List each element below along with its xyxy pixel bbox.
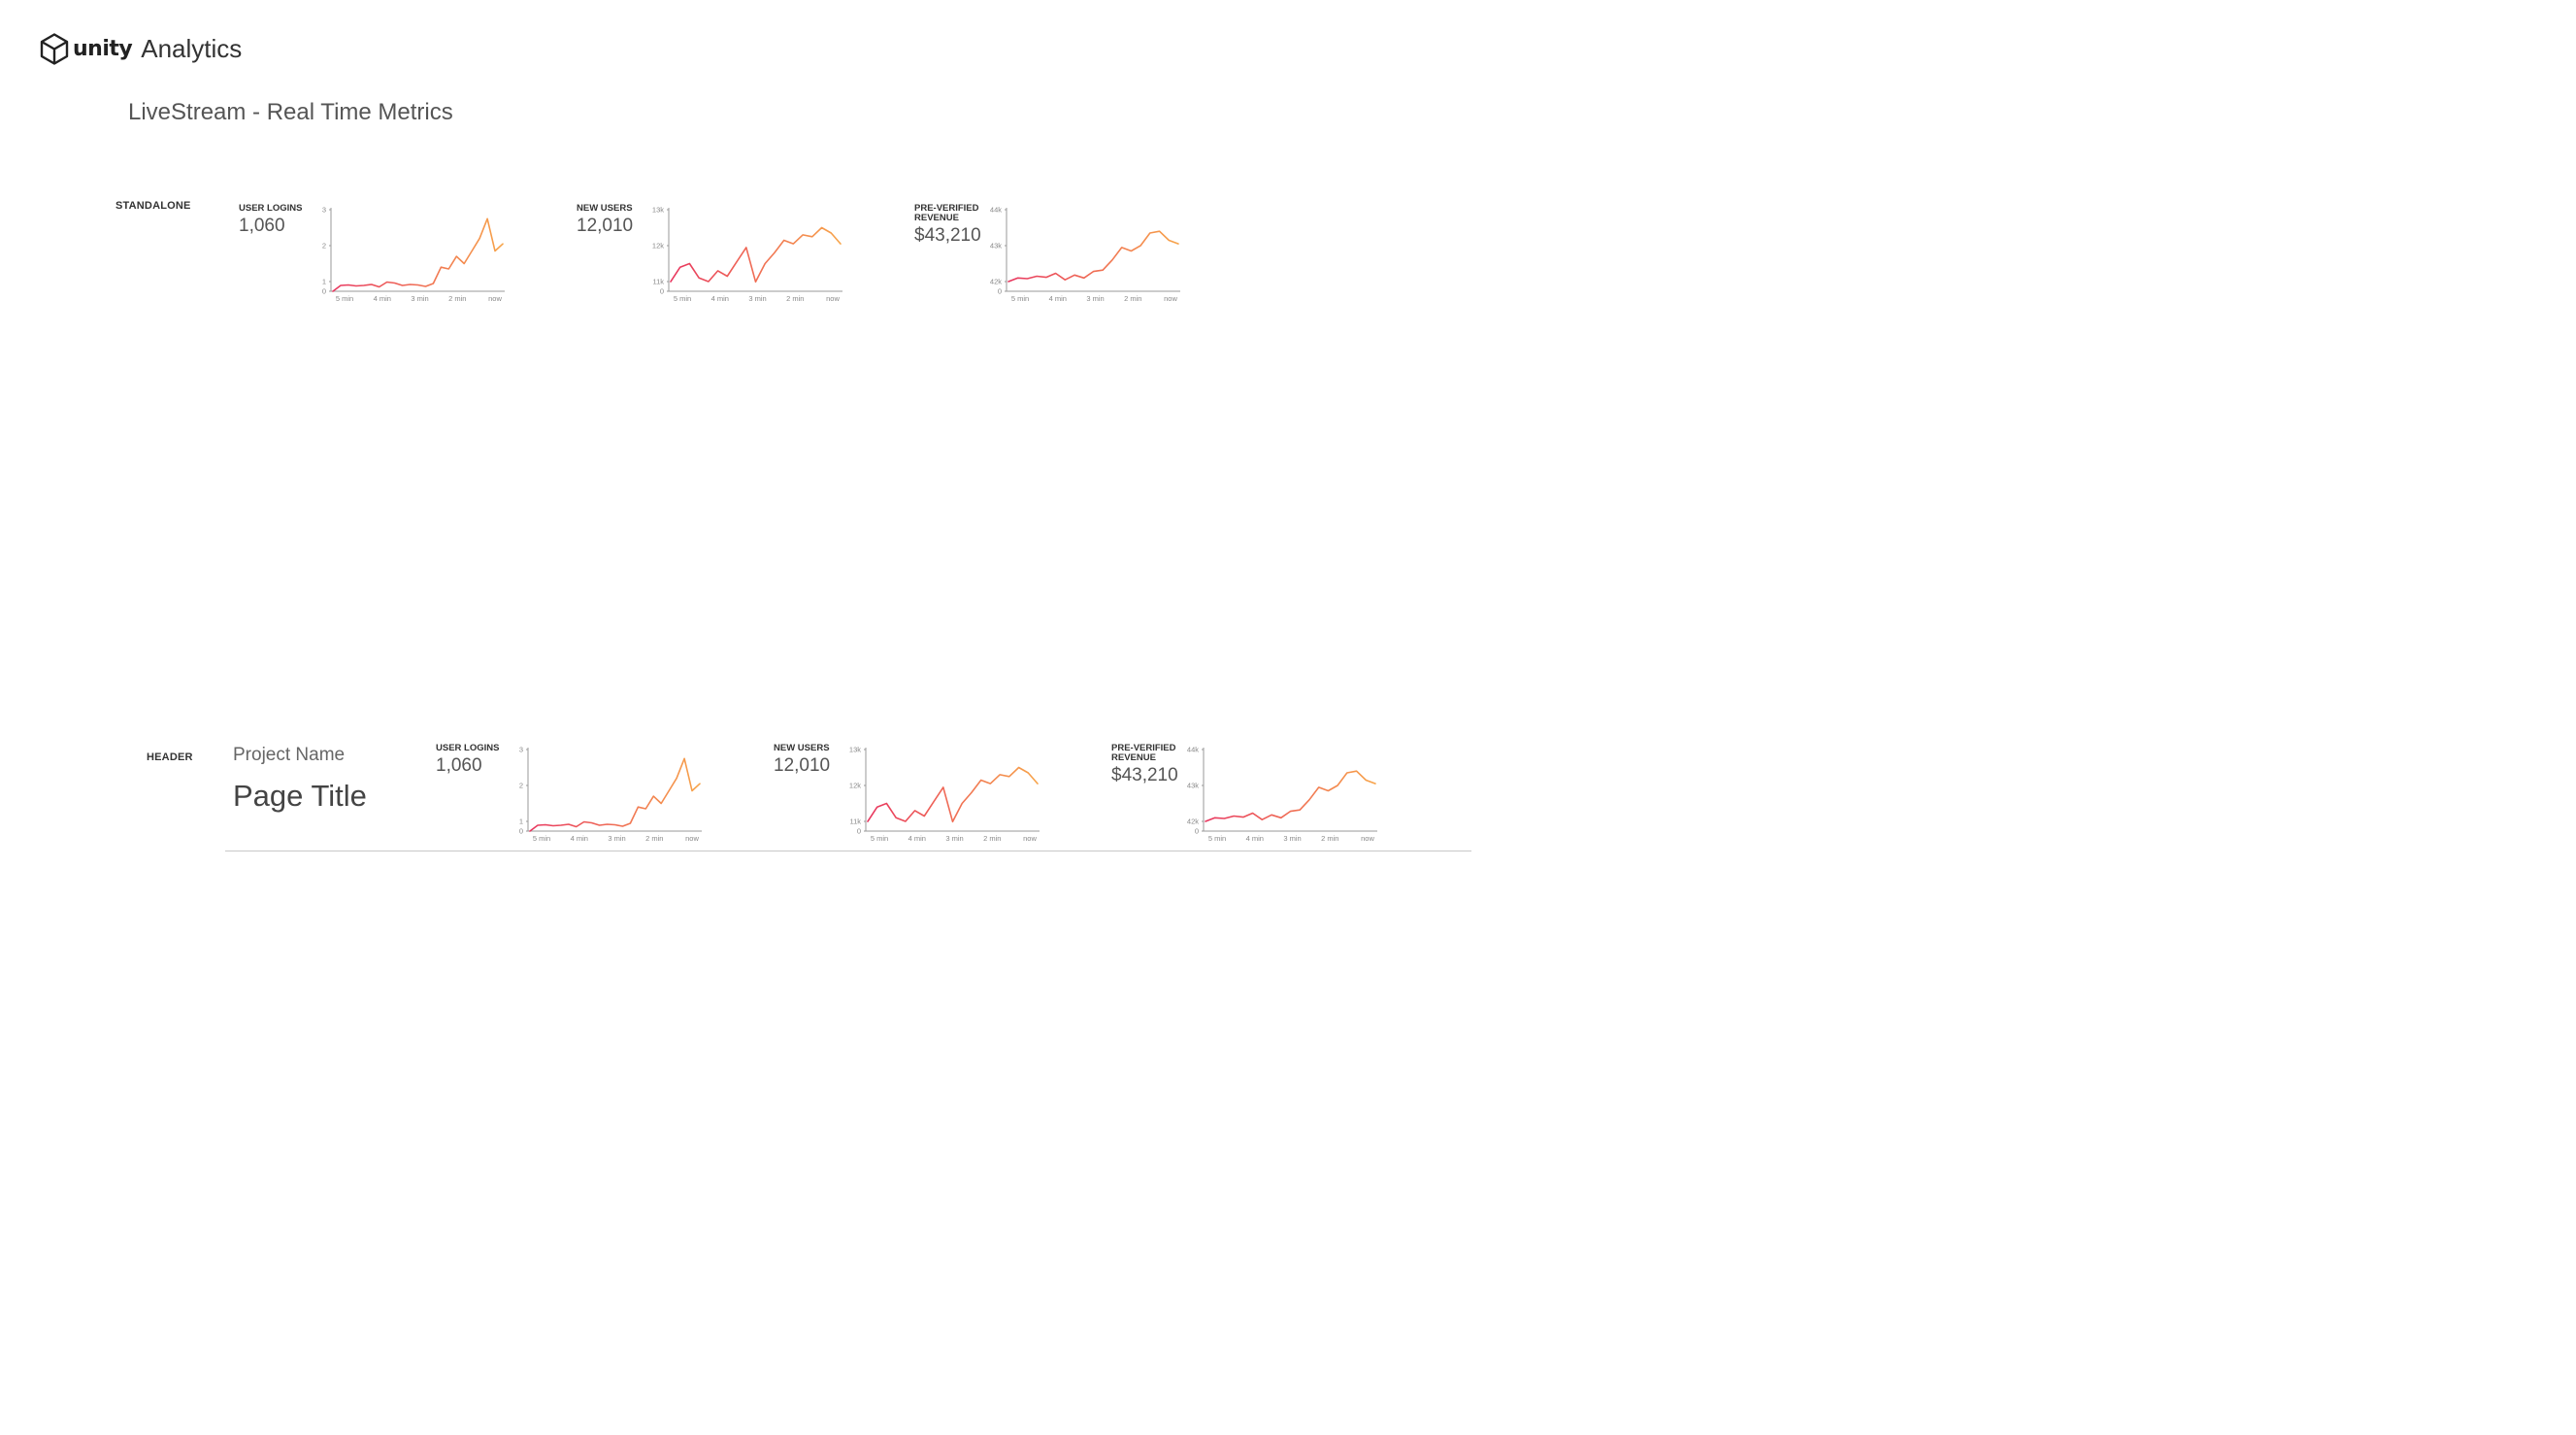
series-line [1205,770,1376,822]
x-tick-label: 2 min [448,294,466,303]
brand-wordmark: unity [73,36,133,61]
series-line [1007,230,1179,283]
y-tick-label: 13k [652,206,664,215]
x-tick-label: now [685,834,699,843]
series-line [867,766,1039,823]
y-tick-label: 0 [857,827,861,836]
x-tick-label: 2 min [983,834,1001,843]
y-tick-label: 44k [990,206,1002,215]
metric-title: NEW USERS [774,743,830,753]
x-tick-label: 2 min [786,294,804,303]
x-tick-label: now [826,294,840,303]
metric-new-users-standalone[interactable]: NEW USERS 12,010 0 11k 12k 13k 5 min 4 min 3 m… [577,204,868,309]
metric-value: $43,210 [914,225,981,246]
y-tick-label: 3 [322,206,326,215]
metric-revenue-header[interactable]: PRE-VERIFIED REVENUE $43,210 0 42k 43k 44k 5… [1111,744,1403,849]
x-tick-label: 5 min [871,834,888,843]
x-tick-label: now [1361,834,1374,843]
sparkline-chart: 01 2 3 5 min 4 min 3 min 2 min now [519,746,702,843]
y-tick-label: 12k [652,242,664,250]
x-tick-label: 3 min [411,294,428,303]
y-tick-label: 0 [519,827,523,836]
x-tick-label: 4 min [571,834,588,843]
x-tick-label: 4 min [1049,294,1067,303]
y-tick-label: 13k [849,746,861,754]
sparkline-chart: 01 2 3 5 min 4 min 3 min 2 min now [322,206,505,303]
y-tick-label: 42k [990,278,1002,286]
y-tick-label: 1 [322,278,326,286]
metric-value: 1,060 [239,216,285,236]
section-label-standalone: STANDALONE [116,200,191,212]
x-tick-label: 2 min [1124,294,1141,303]
y-tick-label: 12k [849,782,861,790]
y-tick-label: 2 [322,242,326,250]
metric-value: $43,210 [1111,765,1178,785]
x-tick-label: 2 min [645,834,663,843]
page-title: LiveStream - Real Time Metrics [128,99,453,125]
x-tick-label: 5 min [533,834,550,843]
metric-revenue-standalone[interactable]: PRE-VERIFIED REVENUE $43,210 0 42k 43k 44k 5… [914,204,1205,309]
y-tick-label: 0 [660,287,664,296]
y-tick-label: 1 [519,818,523,826]
x-tick-label: now [1164,294,1177,303]
x-tick-label: 5 min [336,294,353,303]
y-tick-label: 0 [1195,827,1199,836]
y-tick-label: 3 [519,746,523,754]
x-tick-label: 3 min [748,294,766,303]
section-label-header: HEADER [147,751,193,763]
x-tick-label: 4 min [908,834,926,843]
metric-value: 1,060 [436,755,482,776]
y-tick-label: 44k [1187,746,1199,754]
x-tick-label: 4 min [1246,834,1264,843]
y-tick-label: 43k [1187,782,1199,790]
x-tick-label: 3 min [945,834,963,843]
y-tick-label: 11k [849,818,861,826]
metric-title: PRE-VERIFIED REVENUE [1111,743,1176,763]
series-line [670,226,842,284]
metric-new-users-header[interactable]: NEW USERS 12,010 0 11k 12k 13k 5 min 4 min 3 m… [774,744,1065,849]
metric-title: PRE-VERIFIED REVENUE [914,203,979,223]
x-tick-label: 2 min [1321,834,1338,843]
unity-cube-icon [40,32,69,65]
metric-title: USER LOGINS [239,203,303,214]
y-tick-label: 0 [998,287,1002,296]
x-tick-label: now [488,294,502,303]
header-page-title: Page Title [233,779,367,813]
y-tick-label: 2 [519,782,523,790]
x-tick-label: 5 min [1208,834,1226,843]
metric-title: USER LOGINS [436,743,500,753]
y-tick-label: 0 [322,287,326,296]
project-name[interactable]: Project Name [233,745,346,765]
y-tick-label: 43k [990,242,1002,250]
y-tick-label: 11k [652,278,664,286]
x-tick-label: 4 min [374,294,391,303]
brand-product-name: Analytics [141,33,243,63]
x-tick-label: 5 min [674,294,691,303]
x-tick-label: 3 min [1283,834,1301,843]
x-tick-label: 3 min [1086,294,1104,303]
series-line [529,757,701,832]
y-tick-label: 42k [1187,818,1199,826]
x-tick-label: 5 min [1011,294,1029,303]
x-tick-label: 3 min [608,834,625,843]
metric-title: NEW USERS [577,203,633,214]
series-line [332,217,504,292]
brand[interactable]: unity Analytics [39,31,242,66]
x-tick-label: 4 min [711,294,729,303]
metric-value: 12,010 [774,755,831,776]
x-tick-label: now [1023,834,1037,843]
metric-value: 12,010 [577,216,634,236]
